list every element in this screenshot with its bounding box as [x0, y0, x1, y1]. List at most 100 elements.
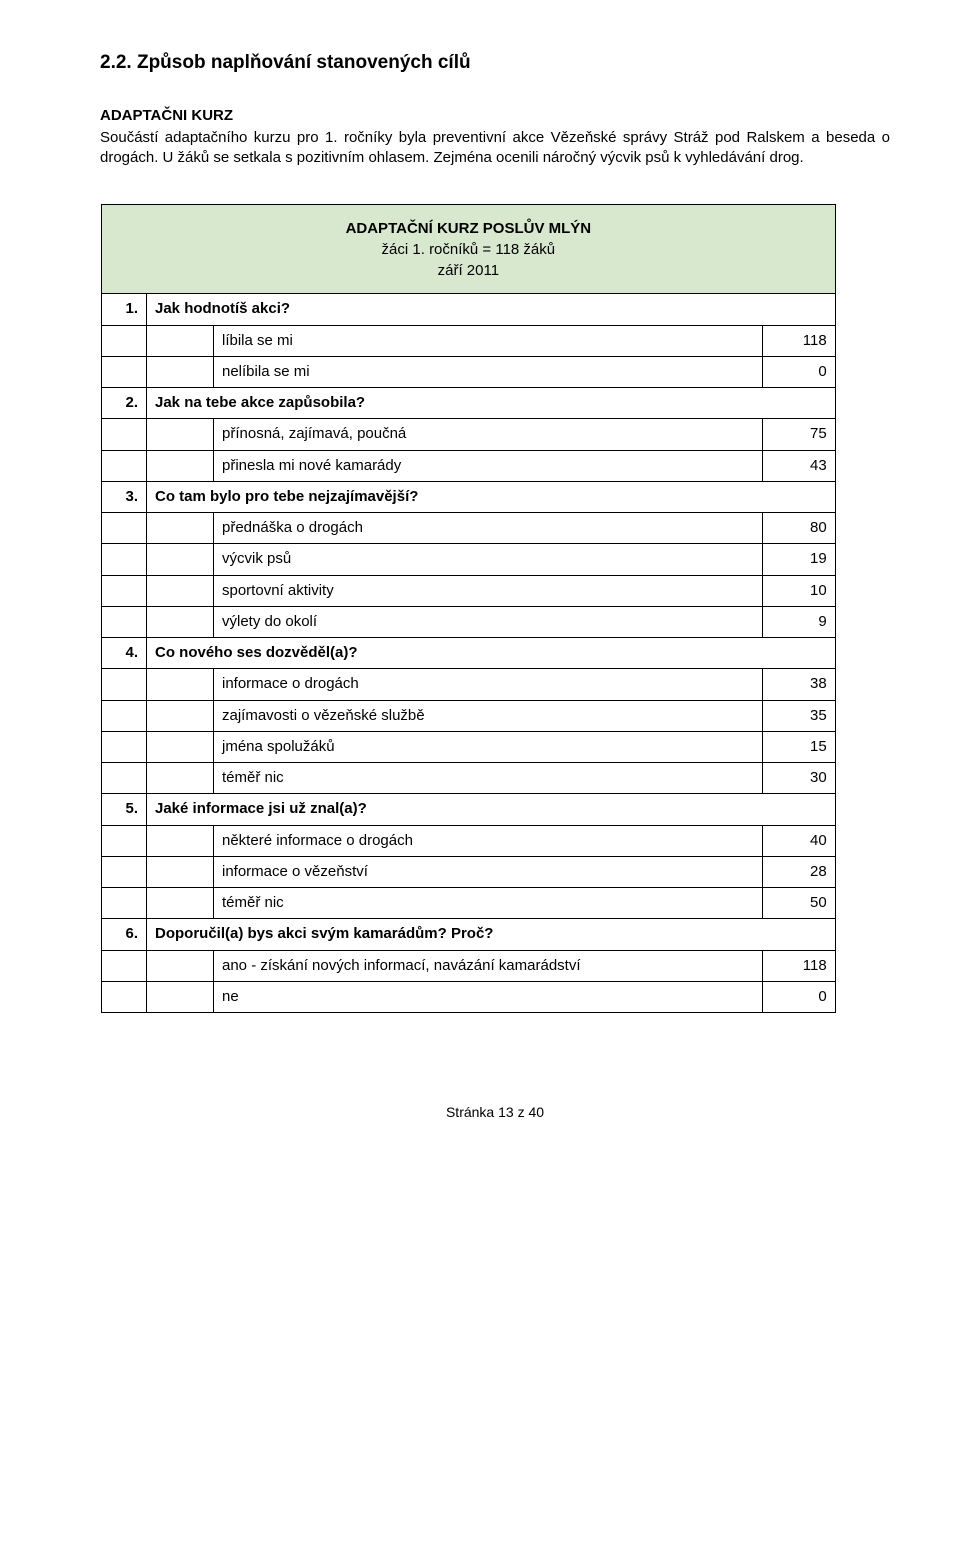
answer-empty-cell — [147, 669, 214, 700]
answer-value: 28 — [762, 856, 835, 887]
answer-value: 30 — [762, 763, 835, 794]
answer-row: informace o drogách38 — [102, 669, 836, 700]
answer-label: ano - získání nových informací, navázání… — [214, 950, 763, 981]
answer-empty-cell — [147, 450, 214, 481]
table-header-row: ADAPTAČNÍ KURZ POSLŮV MLÝN žáci 1. ročník… — [102, 205, 836, 294]
answer-empty-cell — [102, 419, 147, 450]
answer-row: téměř nic50 — [102, 888, 836, 919]
question-number: 4. — [102, 638, 147, 669]
answer-label: líbila se mi — [214, 325, 763, 356]
answer-row: líbila se mi118 — [102, 325, 836, 356]
answer-value: 38 — [762, 669, 835, 700]
question-row: 1.Jak hodnotíš akci? — [102, 294, 836, 325]
question-text: Jaké informace jsi už znal(a)? — [147, 794, 836, 825]
question-text: Doporučil(a) bys akci svým kamarádům? Pr… — [147, 919, 836, 950]
answer-empty-cell — [102, 669, 147, 700]
question-row: 4.Co nového ses dozvěděl(a)? — [102, 638, 836, 669]
header-title: ADAPTAČNÍ KURZ POSLŮV MLÝN — [346, 220, 592, 237]
answer-empty-cell — [102, 700, 147, 731]
answer-empty-cell — [147, 888, 214, 919]
answer-empty-cell — [147, 763, 214, 794]
answer-row: přinesla mi nové kamarády43 — [102, 450, 836, 481]
answer-value: 0 — [762, 981, 835, 1012]
answer-empty-cell — [102, 763, 147, 794]
answer-value: 43 — [762, 450, 835, 481]
answer-row: nelíbila se mi0 — [102, 356, 836, 387]
answer-row: ne0 — [102, 981, 836, 1012]
answer-empty-cell — [147, 606, 214, 637]
survey-table: ADAPTAČNÍ KURZ POSLŮV MLÝN žáci 1. ročník… — [101, 204, 836, 1013]
answer-empty-cell — [102, 731, 147, 762]
answer-label: téměř nic — [214, 763, 763, 794]
answer-row: zajímavosti o vězeňské službě35 — [102, 700, 836, 731]
answer-row: přednáška o drogách80 — [102, 513, 836, 544]
question-number: 1. — [102, 294, 147, 325]
answer-empty-cell — [147, 731, 214, 762]
subhead: ADAPTAČNI KURZ — [100, 106, 890, 126]
answer-value: 80 — [762, 513, 835, 544]
answer-empty-cell — [147, 981, 214, 1012]
answer-label: informace o drogách — [214, 669, 763, 700]
answer-value: 19 — [762, 544, 835, 575]
answer-empty-cell — [147, 700, 214, 731]
question-row: 3.Co tam bylo pro tebe nejzajímavější? — [102, 481, 836, 512]
question-row: 6.Doporučil(a) bys akci svým kamarádům? … — [102, 919, 836, 950]
question-number: 6. — [102, 919, 147, 950]
answer-empty-cell — [147, 356, 214, 387]
answer-empty-cell — [102, 606, 147, 637]
question-number: 5. — [102, 794, 147, 825]
answer-value: 118 — [762, 950, 835, 981]
answer-empty-cell — [147, 513, 214, 544]
answer-label: přinesla mi nové kamarády — [214, 450, 763, 481]
answer-label: některé informace o drogách — [214, 825, 763, 856]
question-text: Co tam bylo pro tebe nejzajímavější? — [147, 481, 836, 512]
answer-value: 9 — [762, 606, 835, 637]
answer-empty-cell — [147, 419, 214, 450]
answer-label: sportovní aktivity — [214, 575, 763, 606]
answer-row: jména spolužáků15 — [102, 731, 836, 762]
answer-empty-cell — [147, 325, 214, 356]
question-row: 2.Jak na tebe akce zapůsobila? — [102, 388, 836, 419]
header-subline-1: žáci 1. ročníků = 118 žáků — [382, 241, 556, 258]
question-number: 3. — [102, 481, 147, 512]
question-number: 2. — [102, 388, 147, 419]
question-text: Jak hodnotíš akci? — [147, 294, 836, 325]
answer-value: 35 — [762, 700, 835, 731]
answer-value: 15 — [762, 731, 835, 762]
answer-empty-cell — [102, 888, 147, 919]
answer-empty-cell — [102, 856, 147, 887]
page-footer: Stránka 13 z 40 — [100, 1103, 890, 1122]
answer-label: nelíbila se mi — [214, 356, 763, 387]
answer-value: 10 — [762, 575, 835, 606]
answer-label: výcvik psů — [214, 544, 763, 575]
answer-row: výlety do okolí9 — [102, 606, 836, 637]
answer-empty-cell — [147, 544, 214, 575]
answer-value: 75 — [762, 419, 835, 450]
question-text: Co nového ses dozvěděl(a)? — [147, 638, 836, 669]
question-row: 5.Jaké informace jsi už znal(a)? — [102, 794, 836, 825]
intro-paragraph: Součástí adaptačního kurzu pro 1. ročník… — [100, 128, 890, 169]
answer-value: 50 — [762, 888, 835, 919]
answer-value: 118 — [762, 325, 835, 356]
answer-label: přednáška o drogách — [214, 513, 763, 544]
answer-row: přínosná, zajímavá, poučná75 — [102, 419, 836, 450]
answer-label: výlety do okolí — [214, 606, 763, 637]
answer-label: informace o vězeňství — [214, 856, 763, 887]
answer-label: jména spolužáků — [214, 731, 763, 762]
answer-empty-cell — [147, 575, 214, 606]
answer-empty-cell — [102, 950, 147, 981]
answer-empty-cell — [102, 325, 147, 356]
answer-label: ne — [214, 981, 763, 1012]
answer-empty-cell — [102, 356, 147, 387]
answer-label: zajímavosti o vězeňské službě — [214, 700, 763, 731]
answer-empty-cell — [147, 950, 214, 981]
answer-row: sportovní aktivity10 — [102, 575, 836, 606]
answer-label: přínosná, zajímavá, poučná — [214, 419, 763, 450]
answer-empty-cell — [102, 513, 147, 544]
answer-row: ano - získání nových informací, navázání… — [102, 950, 836, 981]
section-title: 2.2. Způsob naplňování stanovených cílů — [100, 50, 890, 76]
answer-empty-cell — [147, 825, 214, 856]
answer-row: výcvik psů19 — [102, 544, 836, 575]
answer-empty-cell — [102, 544, 147, 575]
table-header-cell: ADAPTAČNÍ KURZ POSLŮV MLÝN žáci 1. ročník… — [102, 205, 836, 294]
